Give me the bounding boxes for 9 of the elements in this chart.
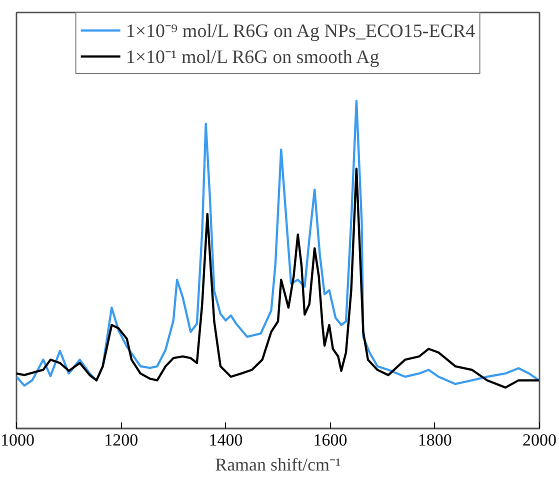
x-tick-label: 1000 xyxy=(0,430,34,450)
x-axis-title: Raman shift/cm⁻¹ xyxy=(215,454,341,474)
x-tick-label: 2000 xyxy=(522,430,556,450)
x-tick-label: 1800 xyxy=(418,430,452,450)
legend-label: 1×10⁻⁹ mol/L R6G on Ag NPs_ECO15-ECR4 xyxy=(126,20,476,43)
x-tick-label: 1400 xyxy=(208,430,243,450)
x-tick-label: 1600 xyxy=(313,430,348,450)
legend-label: 1×10⁻¹ mol/L R6G on smooth Ag xyxy=(126,46,380,69)
x-tick-label: 1200 xyxy=(104,430,138,450)
